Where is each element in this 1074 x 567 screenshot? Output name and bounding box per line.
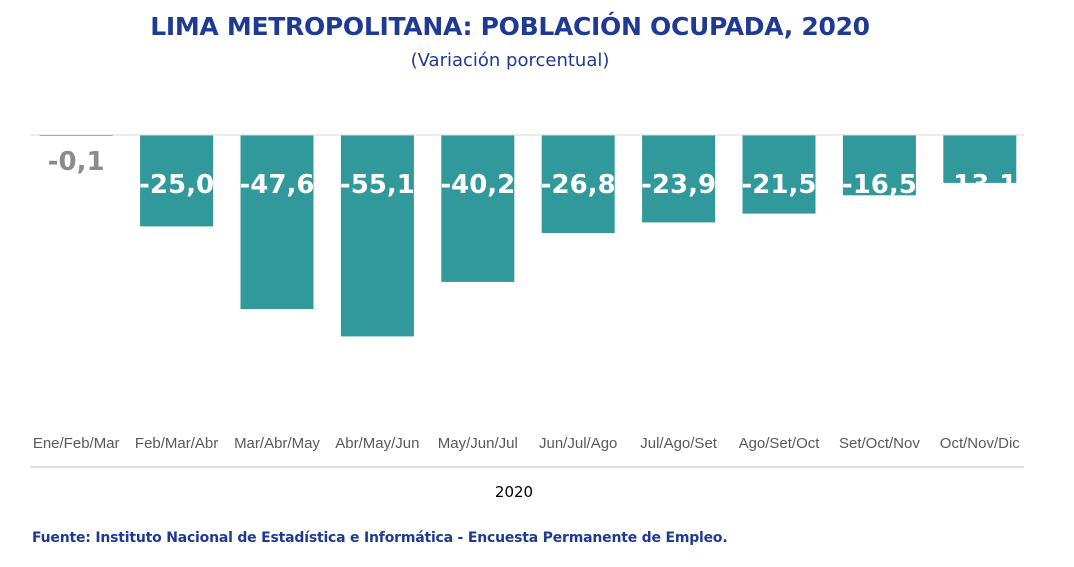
value-label-9: -16,5 bbox=[842, 170, 917, 200]
x-axis-label: 2020 bbox=[495, 483, 533, 501]
bar-4 bbox=[340, 135, 414, 337]
tick-labels-group: Ene/Feb/Mar Feb/Mar/Abr Mar/Abr/May Abr/May… bbox=[33, 435, 1020, 452]
chart-subtitle: (Variación porcentual) bbox=[410, 50, 610, 71]
bars-group bbox=[39, 135, 1017, 337]
value-label-6: -26,8 bbox=[541, 170, 616, 200]
tick-label-3: Mar/Abr/May bbox=[234, 435, 320, 452]
tick-label-5: May/Jun/Jul bbox=[438, 435, 518, 452]
bar-10 bbox=[943, 135, 1017, 183]
value-label-2: -25,0 bbox=[139, 170, 214, 200]
value-label-3: -47,6 bbox=[240, 170, 315, 200]
value-label-10: -13,1 bbox=[942, 170, 1017, 200]
tick-label-10: Oct/Nov/Dic bbox=[940, 435, 1021, 452]
value-label-5: -40,2 bbox=[440, 170, 515, 200]
bar-3 bbox=[240, 135, 314, 309]
chart-title: LIMA METROPOLITANA: POBLACIÓN OCUPADA, 2… bbox=[150, 12, 870, 41]
value-labels-group: -0,1-25,0 -47,6 -55,1 -40,2 -26,8 -23,9 -21,5-… bbox=[48, 147, 1018, 200]
value-label-8: -21,5 bbox=[742, 170, 817, 200]
source-note: Fuente: Instituto Nacional de Estadístic… bbox=[32, 530, 728, 546]
tick-label-1: Ene/Feb/Mar bbox=[33, 435, 120, 452]
bar-5 bbox=[441, 135, 515, 282]
tick-label-6: Jun/Jul/Ago bbox=[539, 435, 617, 452]
tick-label-2: Feb/Mar/Abr bbox=[135, 435, 218, 452]
bar-6 bbox=[541, 135, 615, 233]
value-label-1: -0,1 bbox=[48, 147, 105, 177]
bar-2 bbox=[140, 135, 214, 227]
bar-9 bbox=[842, 135, 916, 196]
bar-8 bbox=[742, 135, 816, 214]
tick-label-9: Set/Oct/Nov bbox=[839, 435, 920, 452]
tick-label-7: Jul/Ago/Set bbox=[640, 435, 718, 452]
value-label-4: -55,1 bbox=[340, 170, 415, 200]
value-label-7: -23,9 bbox=[641, 170, 716, 200]
tick-label-4: Abr/May/Jun bbox=[335, 435, 419, 452]
bar-7 bbox=[642, 135, 716, 223]
tick-label-8: Ago/Set/Oct bbox=[739, 435, 821, 452]
